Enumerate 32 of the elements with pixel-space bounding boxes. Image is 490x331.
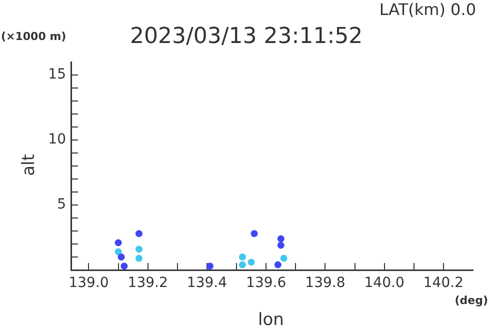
point — [135, 230, 142, 238]
y-axis-title: alt — [18, 154, 39, 176]
point — [206, 262, 214, 270]
x-tick-label: 139.6 — [246, 275, 286, 292]
point — [114, 248, 122, 256]
point — [114, 239, 122, 246]
x-tick-label: 139.8 — [305, 275, 346, 292]
point — [248, 258, 255, 266]
x-tick-label: 139.4 — [186, 275, 228, 292]
point — [277, 242, 284, 249]
x-axis-title: lon — [258, 310, 284, 330]
point — [135, 254, 142, 262]
point — [135, 246, 142, 253]
chart-title: 2023/03/13 23:11:52 — [130, 24, 363, 49]
point — [238, 261, 246, 268]
chart-subtitle: LAT(km) 0.0 — [379, 0, 476, 19]
y-tick-label: 15 — [48, 66, 66, 83]
point — [277, 235, 284, 242]
x-tick-label: 140.2 — [423, 275, 464, 292]
x-tick-label: 140.0 — [364, 275, 404, 292]
text: (deg) — [454, 294, 488, 307]
point — [250, 230, 258, 238]
point — [118, 254, 125, 260]
point — [274, 261, 282, 268]
point — [238, 254, 246, 260]
text: (×1000 m) — [1, 30, 66, 43]
x-tick-label: 139.0 — [68, 275, 109, 292]
y-tick-label: 5 — [57, 196, 66, 213]
x-tick-label: 139.2 — [128, 275, 168, 292]
point — [280, 254, 288, 262]
point — [120, 262, 128, 270]
y-tick-label: 10 — [48, 132, 66, 148]
